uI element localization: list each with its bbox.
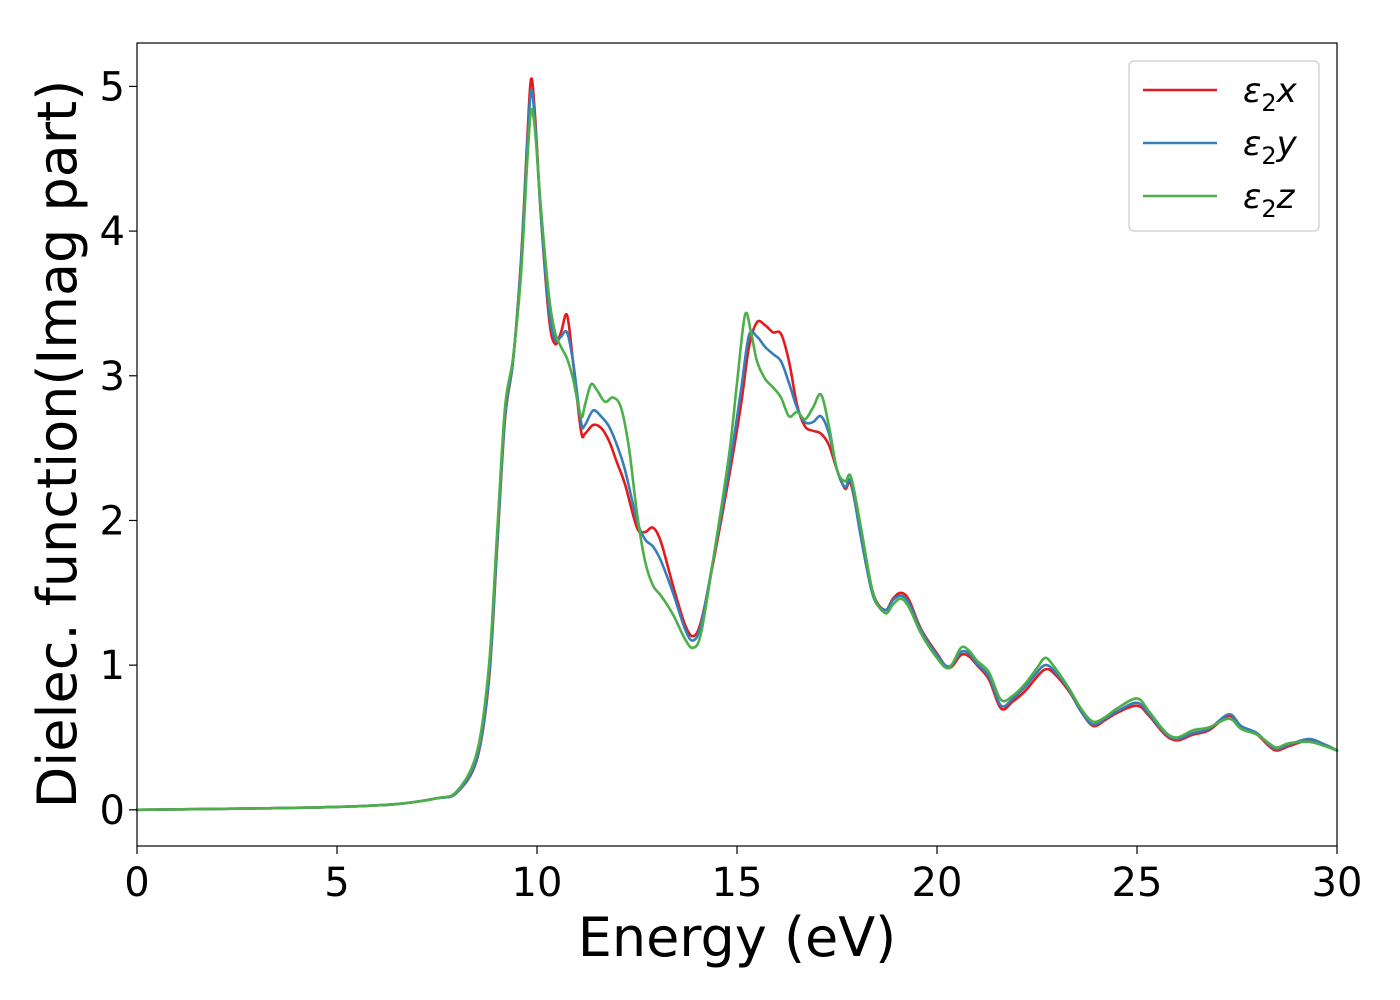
legend-box — [1128, 60, 1320, 232]
x-tick-label: 0 — [124, 860, 149, 906]
y-tick-label: 0 — [100, 788, 125, 834]
y-tick-label: 1 — [100, 643, 125, 689]
x-tick-label: 5 — [324, 860, 349, 906]
x-tick-label: 25 — [1112, 860, 1163, 906]
y-tick-label: 2 — [100, 498, 125, 544]
series-line-z — [135, 107, 1339, 812]
x-tick-label: 20 — [912, 860, 963, 906]
y-tick-label: 3 — [100, 354, 125, 400]
legend-label-z: ε2z — [1243, 177, 1296, 223]
series-layer — [135, 77, 1339, 812]
x-tick-label: 10 — [512, 860, 563, 906]
x-tick-label: 15 — [712, 860, 763, 906]
legend-label-y: ε2y — [1243, 124, 1298, 170]
legend-label-x: ε2x — [1243, 71, 1298, 117]
y-axis-label: Dielec. function(Imag part) — [26, 80, 89, 809]
x-tick-label: 30 — [1312, 860, 1363, 906]
ticks-layer: 0 5 10 15 20 25 30 0 1 2 3 4 5 — [100, 64, 1363, 906]
series-line-y — [135, 88, 1339, 812]
legend: ε2x ε2y ε2z — [1128, 60, 1320, 232]
y-tick-label: 5 — [100, 64, 125, 110]
x-axis-label: Energy (eV) — [578, 906, 897, 969]
y-tick-label: 4 — [100, 209, 125, 255]
